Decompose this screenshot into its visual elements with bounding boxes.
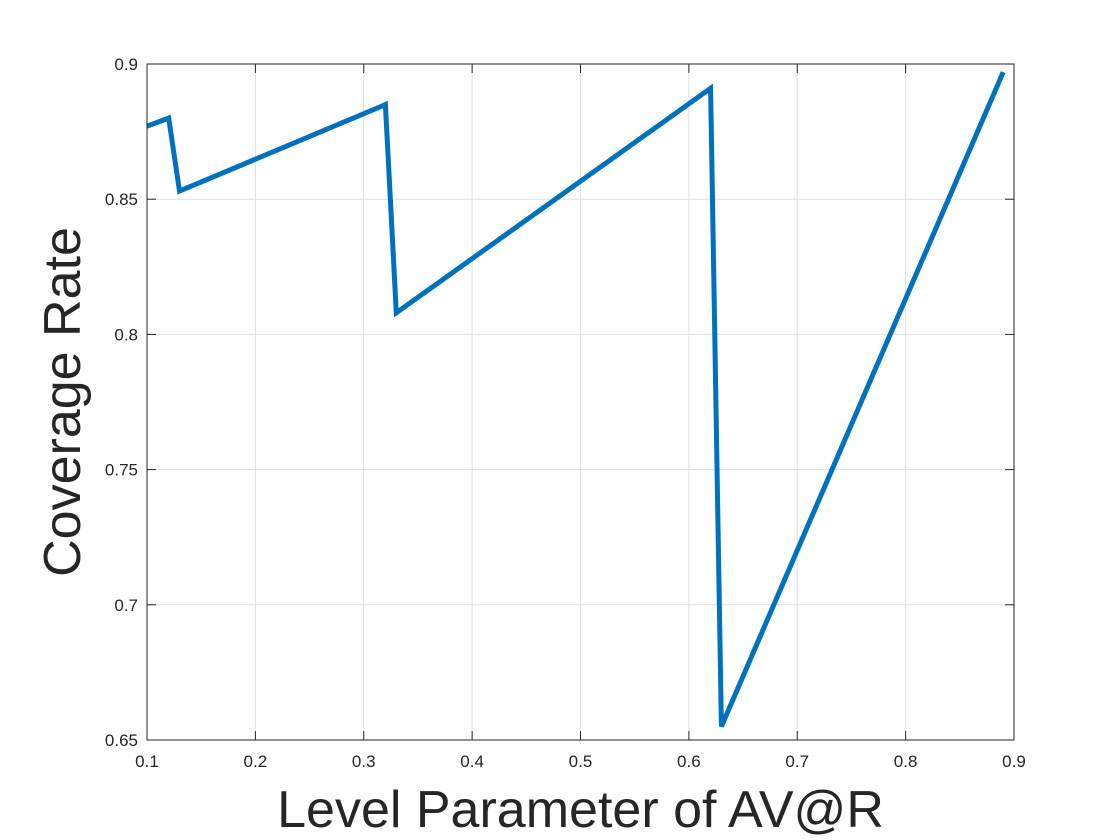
y-tick-label: 0.7: [114, 596, 138, 615]
x-tick-label: 0.7: [785, 752, 809, 771]
series-lines: [146, 71, 1006, 728]
plot-frame: [146, 63, 1015, 741]
x-tick-label: 0.3: [352, 752, 376, 771]
x-axis-title: Level Parameter of AV@R: [277, 781, 884, 839]
x-tick-label: 0.4: [460, 752, 484, 771]
x-tick-label: 0.2: [244, 752, 268, 771]
y-tick-label: 0.65: [105, 731, 138, 750]
x-tick-label: 0.8: [894, 752, 918, 771]
series-line: [146, 71, 1006, 728]
y-tick-label: 0.75: [105, 461, 138, 480]
x-tick-labels: 0.1 0.2 0.3 0.4 0.5 0.6 0.7 0.8 0.9: [135, 752, 1026, 771]
y-tick-labels: 0.65 0.7 0.75 0.8 0.85 0.9: [105, 55, 138, 750]
y-tick-label: 0.8: [114, 325, 138, 344]
y-axis-title: Coverage Rate: [34, 227, 92, 577]
x-tick-label: 0.5: [569, 752, 593, 771]
y-tick-label: 0.85: [105, 190, 138, 209]
x-tick-label: 0.6: [677, 752, 701, 771]
x-tick-label: 0.1: [135, 752, 159, 771]
y-tick-label: 0.9: [114, 55, 138, 74]
x-tick-label: 0.9: [1002, 752, 1026, 771]
